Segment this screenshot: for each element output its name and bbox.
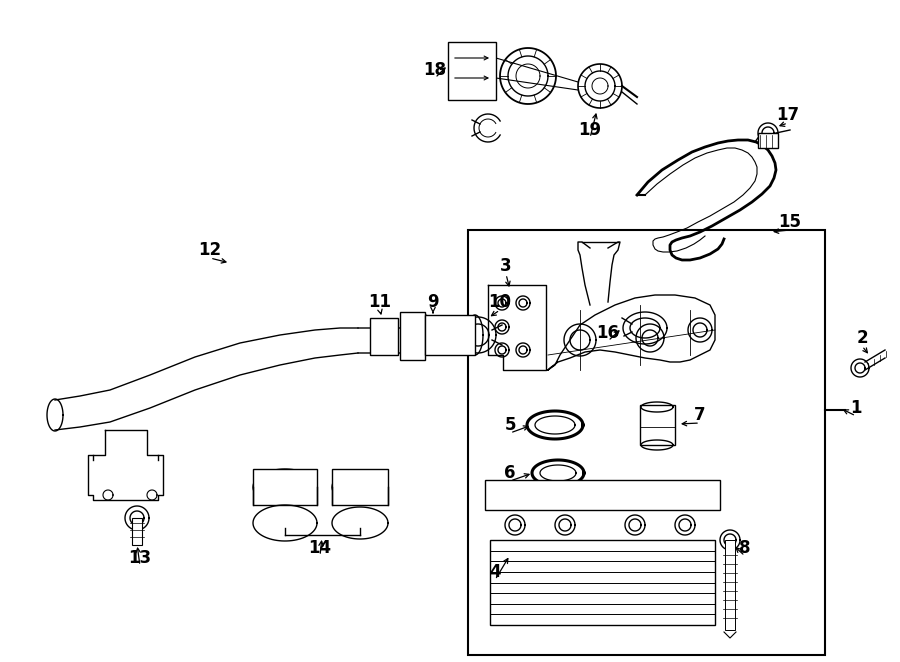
Bar: [640, 405, 675, 445]
Text: 16: 16: [597, 324, 619, 342]
Bar: [425, 315, 475, 355]
Text: 11: 11: [368, 293, 392, 311]
Text: 5: 5: [504, 416, 516, 434]
Bar: [758, 133, 778, 148]
Bar: [132, 518, 142, 545]
Text: 2: 2: [856, 329, 868, 347]
Text: 6: 6: [504, 464, 516, 482]
Text: 9: 9: [428, 293, 439, 311]
Bar: [490, 540, 715, 625]
Text: 19: 19: [579, 121, 601, 139]
Text: 18: 18: [424, 61, 446, 79]
Text: 4: 4: [490, 563, 500, 581]
Text: 12: 12: [198, 241, 221, 259]
Bar: [253, 469, 317, 505]
Text: 1: 1: [850, 399, 862, 417]
Bar: [485, 480, 720, 510]
Bar: [725, 540, 735, 630]
Text: 14: 14: [309, 539, 331, 557]
Bar: [468, 230, 825, 655]
Text: 13: 13: [129, 549, 151, 567]
Bar: [400, 312, 425, 360]
Text: 15: 15: [778, 213, 802, 231]
Text: 10: 10: [489, 293, 511, 311]
Text: 8: 8: [739, 539, 751, 557]
Text: 17: 17: [777, 106, 799, 124]
Text: 7: 7: [694, 406, 706, 424]
Bar: [332, 469, 388, 505]
Bar: [448, 42, 496, 100]
Bar: [370, 318, 398, 355]
Text: 3: 3: [500, 257, 512, 275]
